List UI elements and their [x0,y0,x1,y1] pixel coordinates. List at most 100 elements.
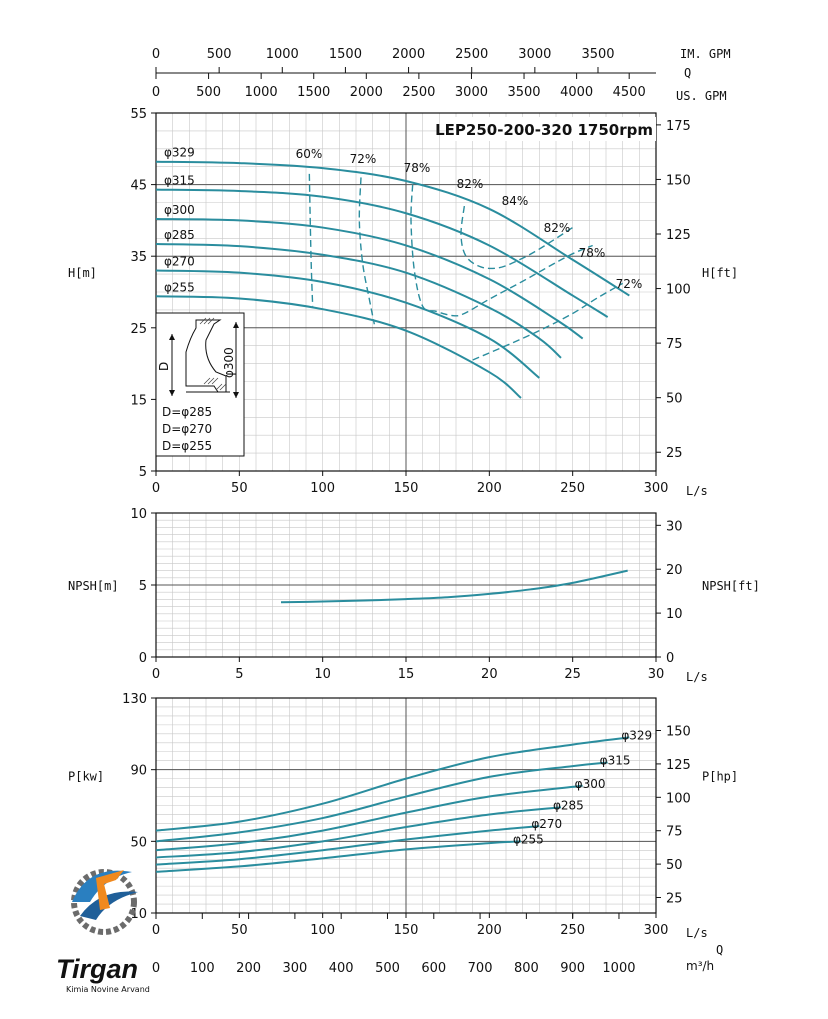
y-right-tick-label: 25 [666,892,683,907]
y-axis-label: NPSH[m] [68,579,119,593]
us-tick-label: 2000 [350,85,383,100]
y-axis-label: H[m] [68,266,97,280]
inset-line-3: D=φ255 [162,439,212,453]
im-tick-label: 2000 [392,47,425,62]
y-axis-label: P[kw] [68,770,104,784]
im-tick-label: 1500 [329,47,362,62]
efficiency-label: 72% [616,277,643,291]
x-tick-label: 0 [152,923,160,938]
m3h-tick-label: 300 [282,961,307,976]
us-tick-label: 1000 [245,85,278,100]
x-axis-label: L/s [686,484,708,498]
series-label: φ300 [164,203,195,217]
y-tick-label: 45 [130,179,147,194]
power-chart: 0 50 100 150 200 250 300 L/s1050901302550751001… [68,692,738,940]
y-right-tick-label: 100 [666,283,691,298]
y-right-tick-label: 75 [666,337,683,352]
im-tick-label: 3000 [518,47,551,62]
x-tick-label: 0 [152,481,160,496]
y-right-tick-label: 125 [666,758,691,773]
x-tick-label: 200 [477,923,502,938]
y-tick-label: 90 [130,764,147,779]
impeller-inset: D φ300 D=φ285 D=φ270 D=φ255 [155,312,245,457]
y-right-tick-label: 100 [666,791,691,806]
m3h-tick-label: 0 [152,961,160,976]
x-tick-label: 50 [231,923,248,938]
series-label: φ315 [164,174,195,188]
efficiency-label: 60% [296,147,323,161]
y-tick-label: 130 [122,692,147,707]
series-label: φ270 [164,255,195,269]
im-tick-label: 3500 [581,47,614,62]
y-right-tick-label: 50 [666,858,683,873]
series-label: φ255 [164,280,195,294]
efficiency-label: 84% [502,194,529,208]
m3h-tick-label: 100 [190,961,215,976]
x-tick-label: 150 [394,481,419,496]
series-label: φ270 [531,817,562,831]
m3h-tick-label: 600 [421,961,446,976]
logo-brand: Tirgan [56,954,138,984]
x-tick-label: 100 [310,923,335,938]
us-tick-label: 500 [196,85,221,100]
series-label: φ329 [164,146,195,160]
im-tick-label: 500 [207,47,232,62]
us-tick-label: 3000 [455,85,488,100]
us-unit-label: US. GPM [676,89,727,103]
series-line [155,761,608,843]
top-axes: 0 500 1000 1500 2000 2500 3000 3500 0 500 1000 1500… [152,47,731,103]
x-tick-label: 250 [560,481,585,496]
series-label: φ255 [513,832,544,846]
y-tick-label: 25 [130,322,147,337]
y-right-tick-label: 50 [666,392,683,407]
y-right-axis-label: NPSH[ft] [702,579,760,593]
im-unit-label: IM. GPM [680,47,731,61]
im-tick-label: 0 [152,47,160,62]
m3h-tick-label: 800 [514,961,539,976]
y-right-tick-label: 25 [666,446,683,461]
inset-line-1: D=φ285 [162,405,212,419]
series-label: φ315 [600,754,631,768]
x-tick-label: 10 [314,667,331,682]
x-tick-label: 300 [644,481,669,496]
gear-icon [71,869,137,935]
efficiency-line [308,173,314,307]
y-tick-label: 5 [139,579,147,594]
y-right-tick-label: 75 [666,825,683,840]
y-tick-label: 35 [130,250,147,265]
us-tick-label: 2500 [402,85,435,100]
top-q-label: Q [684,66,691,80]
series-line [155,269,540,379]
t-mark-icon [96,870,124,910]
m3h-tick-label: 200 [236,961,261,976]
y-tick-label: 55 [130,107,147,122]
us-tick-label: 4500 [613,85,646,100]
efficiency-label: 82% [457,177,484,191]
bottom-q-label: Q [716,943,723,957]
m3h-unit-label: m³/h [686,959,714,973]
m3h-tick-label: 400 [329,961,354,976]
series-line [155,217,584,340]
x-axis-label: L/s [686,926,708,940]
y-right-tick-label: 0 [666,651,674,666]
m3h-tick-label: 700 [468,961,493,976]
y-right-tick-label: 175 [666,119,691,134]
efficiency-label: 78% [579,246,606,260]
m3h-tick-label: 1000 [602,961,635,976]
x-tick-label: 25 [564,667,581,682]
series-line [280,569,628,604]
series-line [155,160,630,297]
y-right-axis-label: P[hp] [702,770,738,784]
series-line [155,840,522,873]
y-right-tick-label: 10 [666,607,683,622]
series-line [155,825,540,866]
us-tick-label: 1500 [297,85,330,100]
y-right-tick-label: 150 [666,173,691,188]
series-line [155,243,562,359]
impeller-drawing [169,317,239,398]
series-line [155,295,522,399]
efficiency-label: 72% [350,152,377,166]
npsh-chart: 0 5 10 15 20 25 30 L/s 0 5 10 0 10 20 30 NPSH[m] NPSH[ft… [68,507,760,684]
us-tick-label: 4000 [560,85,593,100]
series-line [155,806,562,859]
